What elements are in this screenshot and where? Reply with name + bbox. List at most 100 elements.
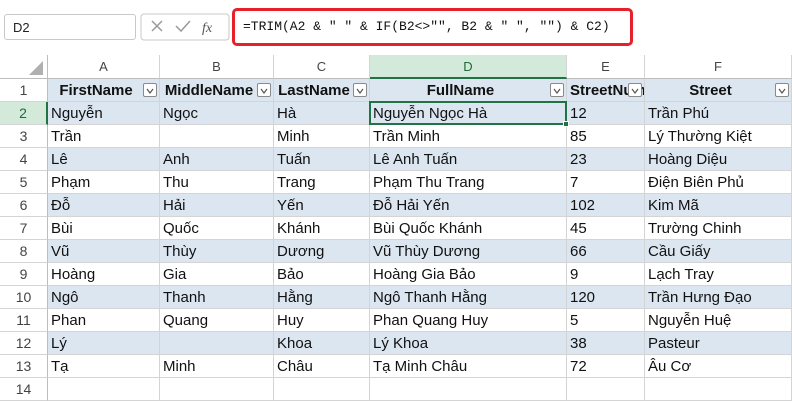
table-cell[interactable]: 85	[567, 125, 645, 148]
name-box[interactable]: D2	[4, 14, 136, 40]
table-cell[interactable]: Lạch Tray	[645, 263, 792, 286]
table-cell[interactable]: Pasteur	[645, 332, 792, 355]
table-cell[interactable]: Hoàng Diệu	[645, 148, 792, 171]
table-cell[interactable]: Ngọc	[160, 102, 274, 125]
table-cell[interactable]: Ngô Thanh Hằng	[370, 286, 567, 309]
table-cell[interactable]: Khoa	[274, 332, 370, 355]
table-cell[interactable]: Vũ Thùy Dương	[370, 240, 567, 263]
filter-button[interactable]	[775, 83, 789, 97]
table-cell[interactable]: 45	[567, 217, 645, 240]
row-header[interactable]: 8	[0, 240, 48, 263]
row-header[interactable]: 1	[0, 79, 48, 102]
table-cell[interactable]: Lý Khoa	[370, 332, 567, 355]
row-header[interactable]: 4	[0, 148, 48, 171]
table-cell[interactable]: Gia	[160, 263, 274, 286]
table-cell[interactable]: Dương	[274, 240, 370, 263]
table-cell[interactable]: 120	[567, 286, 645, 309]
column-header[interactable]: A	[48, 55, 160, 79]
filter-button[interactable]	[628, 83, 642, 97]
table-cell[interactable]: 12	[567, 102, 645, 125]
table-cell[interactable]: Lý Thường Kiệt	[645, 125, 792, 148]
row-header[interactable]: 5	[0, 171, 48, 194]
table-cell[interactable]: Nguyễn	[48, 102, 160, 125]
table-cell[interactable]: Bùi Quốc Khánh	[370, 217, 567, 240]
table-cell[interactable]: Điện Biên Phủ	[645, 171, 792, 194]
table-cell[interactable]: Anh	[160, 148, 274, 171]
table-cell[interactable]: Lý	[48, 332, 160, 355]
row-header[interactable]: 2	[0, 102, 48, 125]
empty-cell[interactable]	[274, 378, 370, 401]
table-cell[interactable]: Lê	[48, 148, 160, 171]
row-header[interactable]: 10	[0, 286, 48, 309]
table-cell[interactable]: Vũ	[48, 240, 160, 263]
table-cell[interactable]: Trang	[274, 171, 370, 194]
table-cell[interactable]: Cầu Giấy	[645, 240, 792, 263]
row-header[interactable]: 12	[0, 332, 48, 355]
table-cell[interactable]: Tạ	[48, 355, 160, 378]
column-header[interactable]: B	[160, 55, 274, 79]
fill-handle[interactable]	[563, 121, 569, 127]
row-header[interactable]: 13	[0, 355, 48, 378]
row-header[interactable]: 7	[0, 217, 48, 240]
table-cell[interactable]: Kim Mã	[645, 194, 792, 217]
column-header[interactable]: D	[370, 55, 567, 79]
row-header[interactable]: 14	[0, 378, 48, 401]
filter-button[interactable]	[257, 83, 271, 97]
row-header[interactable]: 9	[0, 263, 48, 286]
table-cell[interactable]: Trần	[48, 125, 160, 148]
table-cell[interactable]: 38	[567, 332, 645, 355]
table-cell[interactable]: 5	[567, 309, 645, 332]
table-cell[interactable]: Hoàng Gia Bảo	[370, 263, 567, 286]
table-cell[interactable]	[160, 332, 274, 355]
cancel-icon[interactable]	[151, 20, 163, 32]
table-cell[interactable]: 102	[567, 194, 645, 217]
table-cell[interactable]: Yến	[274, 194, 370, 217]
table-cell[interactable]	[160, 125, 274, 148]
empty-cell[interactable]	[160, 378, 274, 401]
empty-cell[interactable]	[645, 378, 792, 401]
formula-bar[interactable]: =TRIM(A2 & " " & IF(B2<>"", B2 & " ", ""…	[232, 8, 633, 46]
select-all[interactable]	[0, 55, 48, 79]
table-cell[interactable]: Quang	[160, 309, 274, 332]
table-cell[interactable]: Bảo	[274, 263, 370, 286]
table-cell[interactable]: Tạ Minh Châu	[370, 355, 567, 378]
table-cell[interactable]: Đỗ	[48, 194, 160, 217]
table-cell[interactable]: Lê Anh Tuấn	[370, 148, 567, 171]
table-cell[interactable]: 23	[567, 148, 645, 171]
filter-button[interactable]	[143, 83, 157, 97]
table-cell[interactable]: Phan	[48, 309, 160, 332]
table-cell[interactable]: 7	[567, 171, 645, 194]
table-cell[interactable]: Khánh	[274, 217, 370, 240]
table-cell[interactable]: Trần Minh	[370, 125, 567, 148]
fx-icon[interactable]: fx	[202, 21, 213, 36]
column-header[interactable]: C	[274, 55, 370, 79]
table-cell[interactable]: Quốc	[160, 217, 274, 240]
table-cell[interactable]: Trần Phú	[645, 102, 792, 125]
table-cell[interactable]: Minh	[274, 125, 370, 148]
table-cell[interactable]: Đỗ Hải Yến	[370, 194, 567, 217]
table-cell[interactable]: Bùi	[48, 217, 160, 240]
table-cell[interactable]: Hà	[274, 102, 370, 125]
table-cell[interactable]: Hải	[160, 194, 274, 217]
table-cell[interactable]: 66	[567, 240, 645, 263]
enter-icon[interactable]	[175, 20, 191, 33]
active-cell[interactable]	[369, 101, 567, 125]
table-cell[interactable]: Thanh	[160, 286, 274, 309]
table-cell[interactable]: Ngô	[48, 286, 160, 309]
table-cell[interactable]: Hằng	[274, 286, 370, 309]
column-header[interactable]: F	[645, 55, 792, 79]
filter-button[interactable]	[550, 83, 564, 97]
empty-cell[interactable]	[567, 378, 645, 401]
table-cell[interactable]: Hoàng	[48, 263, 160, 286]
table-cell[interactable]: Phan Quang Huy	[370, 309, 567, 332]
table-cell[interactable]: Tuấn	[274, 148, 370, 171]
table-cell[interactable]: 72	[567, 355, 645, 378]
table-cell[interactable]: Nguyễn Huệ	[645, 309, 792, 332]
row-header[interactable]: 3	[0, 125, 48, 148]
table-cell[interactable]: 9	[567, 263, 645, 286]
filter-button[interactable]	[353, 83, 367, 97]
table-cell[interactable]: Phạm	[48, 171, 160, 194]
row-header[interactable]: 11	[0, 309, 48, 332]
table-cell[interactable]: Thu	[160, 171, 274, 194]
table-cell[interactable]: Thùy	[160, 240, 274, 263]
